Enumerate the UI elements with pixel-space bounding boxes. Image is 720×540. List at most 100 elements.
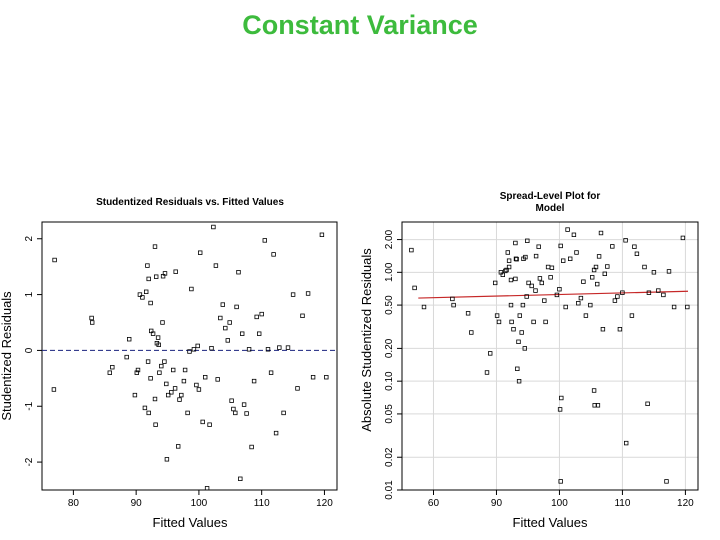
residual-point	[254, 314, 259, 320]
spread-level-point	[508, 277, 514, 283]
residual-point	[246, 347, 252, 352]
spread-level-point	[513, 276, 518, 282]
y-tick-label: -1	[24, 401, 35, 410]
residual-point	[160, 320, 165, 325]
residual-point	[142, 405, 148, 411]
spread-level-point	[469, 330, 474, 335]
residual-point	[227, 320, 232, 325]
x-tick-label: 100	[191, 498, 208, 509]
residual-point	[170, 367, 176, 373]
residual-point	[197, 250, 203, 255]
spread-level-point	[602, 271, 607, 276]
spread-level-point	[590, 275, 595, 280]
spread-level-point	[612, 298, 618, 303]
residual-point	[251, 378, 257, 384]
residual-point	[300, 313, 305, 318]
spread-level-title-line-1: Spread-Level Plot for	[500, 191, 601, 202]
residuals-panel: Studentized Residuals vs. Fitted Values …	[0, 197, 338, 530]
residual-point	[107, 370, 112, 375]
spread-level-point	[505, 250, 510, 255]
spread-level-point	[526, 280, 531, 286]
residuals-plot-title: Studentized Residuals vs. Fitted Values	[96, 197, 284, 208]
residual-point	[165, 392, 171, 398]
spread-level-point	[516, 339, 521, 344]
spread-level-point	[666, 269, 672, 274]
residual-point	[172, 386, 178, 391]
spread-level-point	[558, 479, 563, 484]
spread-level-point	[545, 264, 551, 270]
residual-point	[140, 295, 145, 300]
spread-level-point	[520, 302, 526, 308]
spread-level-point	[563, 304, 568, 310]
y-tick-label: 1	[24, 291, 35, 297]
residual-point	[143, 289, 149, 294]
residual-point	[152, 396, 158, 402]
residual-point	[164, 457, 170, 462]
residual-point	[305, 291, 311, 296]
spread-level-point	[524, 294, 529, 299]
residual-point	[290, 292, 296, 297]
residuals-points	[51, 224, 329, 491]
spread-level-point	[542, 298, 547, 303]
y-tick-label: 2.00	[384, 229, 395, 249]
residual-point	[110, 364, 115, 370]
spread-level-point	[529, 283, 534, 289]
spread-level-point	[620, 290, 625, 295]
residual-point	[196, 387, 202, 392]
spread-level-point	[581, 279, 586, 284]
spread-level-point	[598, 230, 604, 236]
residual-point	[239, 331, 245, 336]
residuals-x-axis: 80 90 100 110 120	[68, 490, 333, 509]
residual-point	[324, 374, 329, 380]
x-tick-label: 120	[316, 498, 333, 509]
spread-level-point	[605, 264, 610, 269]
residuals-plot-frame	[41, 221, 338, 491]
residual-point	[162, 271, 168, 276]
residual-point	[173, 269, 178, 274]
residual-point	[154, 340, 160, 346]
spread-level-point	[412, 285, 417, 291]
residual-point	[169, 390, 174, 395]
spread-level-point	[615, 294, 620, 299]
spread-level-title-line-2: Model	[536, 203, 565, 214]
spread-level-point	[450, 296, 455, 302]
spread-level-point	[525, 238, 530, 243]
spread-level-point	[509, 319, 514, 325]
x-tick-label: 90	[131, 498, 143, 509]
spread-level-point	[574, 250, 579, 255]
spread-level-point	[522, 346, 527, 351]
spread-level-point	[511, 326, 516, 332]
residual-point	[175, 444, 181, 449]
residual-point	[153, 274, 159, 279]
spread-level-point	[537, 276, 543, 281]
residual-point	[238, 476, 243, 481]
x-tick-label: 100	[551, 498, 568, 509]
residual-point	[132, 392, 138, 398]
spread-level-point	[451, 302, 456, 308]
residual-point	[271, 252, 276, 257]
residual-point	[182, 367, 188, 373]
spread-level-point	[514, 256, 519, 262]
residual-point	[236, 269, 241, 275]
spread-level-point	[523, 254, 528, 260]
residual-point	[204, 486, 210, 491]
spread-level-point	[576, 300, 581, 306]
residual-point	[229, 398, 234, 403]
spread-level-point	[642, 264, 647, 270]
spread-level-point	[508, 302, 514, 308]
residual-point	[150, 331, 156, 336]
spread-level-point	[651, 270, 657, 275]
y-tick-label: 1.00	[384, 262, 395, 282]
residual-point	[207, 422, 212, 427]
residual-point	[259, 311, 264, 317]
spread-level-point	[533, 288, 538, 293]
spread-level-point	[624, 440, 629, 446]
residual-point	[152, 244, 158, 249]
residual-point	[285, 345, 291, 350]
y-tick-label: 0.05	[384, 404, 395, 424]
residual-point	[209, 345, 214, 351]
residual-point	[135, 367, 141, 373]
spread-level-point	[634, 251, 640, 256]
residual-point	[194, 382, 199, 388]
residual-point	[146, 276, 151, 282]
